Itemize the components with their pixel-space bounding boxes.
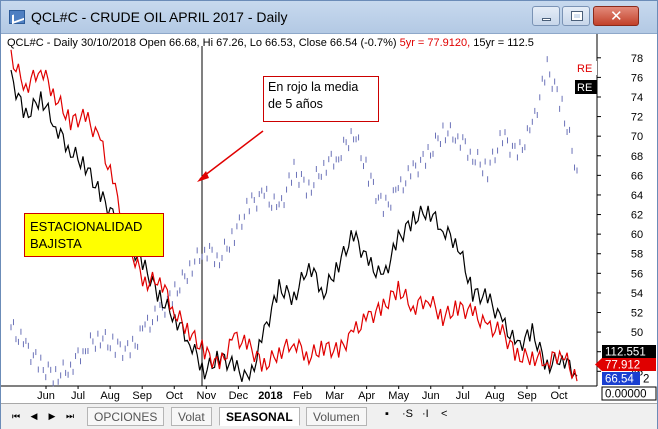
tab-small-square[interactable]: ▪ [385, 408, 389, 420]
quote-info-line: QCL#C - Daily 30/10/2018 Open 66.68, Hi … [7, 37, 534, 49]
x-tick-label: Sep [132, 390, 152, 402]
series-black-15yr [10, 69, 578, 382]
quote-info-5yr: 5yr = 77.9120, [399, 37, 471, 49]
tab-small-s[interactable]: ·S [402, 408, 413, 420]
tab-volat[interactable]: Volat [171, 407, 212, 426]
annotation-line-1: En rojo la media [268, 80, 359, 94]
tab-opciones[interactable]: OPCIONES [87, 407, 165, 426]
x-tick-label: Oct [166, 390, 183, 402]
close-button[interactable]: ✕ [593, 6, 639, 26]
tab-seasonal[interactable]: SEASONAL [219, 407, 300, 426]
first-tab-button[interactable]: ⏮ [11, 411, 21, 421]
x-tick-label: Jun [422, 390, 440, 402]
annotation-box: En rojo la media de 5 años [263, 76, 379, 122]
window-title: QCL#C - CRUDE OIL APRIL 2017 - Daily [31, 9, 288, 25]
x-tick-label: May [388, 390, 409, 402]
seasonality-line-2: BAJISTA [30, 236, 82, 251]
price-tag-zero-bg [601, 386, 657, 401]
y-tick-label: 64 [631, 190, 643, 202]
annotation-arrow-head [197, 171, 209, 182]
x-tick-label: 2018 [258, 390, 282, 402]
price-tag-red: 77.912 [605, 360, 640, 372]
x-tick-label: Aug [100, 390, 120, 402]
x-tick-label: Sep [517, 390, 537, 402]
y-tick-label: 50 [631, 327, 643, 339]
price-tag-black-bg [602, 345, 656, 358]
price-tag-blue-bg [602, 372, 640, 385]
maximize-icon [571, 11, 583, 21]
sheet-tab-bar: ⏮ ◀ ▶ ⏭ OPCIONES Volat SEASONAL Volumen … [1, 403, 657, 429]
minimize-icon [542, 18, 551, 21]
y-tick-label: 56 [631, 268, 643, 280]
price-tag-red-pointer [595, 358, 602, 371]
next-tab-button[interactable]: ▶ [48, 411, 56, 421]
price-tag-blue-suffix: 2 [643, 374, 649, 386]
legend-tag-red-bg [575, 61, 597, 75]
y-tick-label: 58 [631, 249, 643, 261]
legend-tag-black-bg [575, 80, 597, 94]
chart-app-icon [9, 10, 25, 24]
x-tick-label: Mar [325, 390, 344, 402]
seasonality-line-1: ESTACIONALIDAD [30, 219, 143, 234]
quote-info-text: QCL#C - Daily 30/10/2018 Open 66.68, Hi … [7, 37, 400, 49]
prev-tab-button[interactable]: ◀ [30, 411, 38, 421]
x-tick-label: Feb [293, 390, 312, 402]
tab-scroll-left[interactable]: < [441, 408, 448, 420]
y-tick-label: 54 [631, 288, 643, 300]
minimize-button[interactable] [532, 6, 560, 26]
y-tick-label: 60 [631, 229, 643, 241]
legend-tag-black: RE [577, 82, 592, 94]
price-tag-zero: 0.00000 [605, 389, 647, 401]
quote-info-15yr: 15yr = 112.5 [470, 37, 534, 49]
maximize-button[interactable] [562, 6, 590, 26]
x-tick-label: Aug [485, 390, 505, 402]
x-tick-label: Nov [197, 390, 217, 402]
x-tick-label: Jul [456, 390, 470, 402]
y-tick-label: 62 [631, 210, 643, 222]
y-tick-label: 70 [631, 131, 643, 143]
price-tag-black: 112.551 [605, 347, 646, 359]
close-icon: ✕ [610, 8, 623, 25]
y-tick-label: 66 [631, 170, 643, 182]
last-tab-button[interactable]: ⏭ [65, 411, 75, 421]
y-tick-label: 68 [631, 151, 643, 163]
series-red-5yr [10, 49, 578, 382]
x-tick-label: Apr [358, 390, 375, 402]
price-tag-red-bg [602, 358, 656, 371]
annotation-line-2: de 5 años [268, 97, 323, 111]
x-tick-label: Jun [37, 390, 55, 402]
seasonality-label: ESTACIONALIDAD BAJISTA [24, 213, 164, 257]
legend-tag-red: RE [577, 63, 592, 75]
price-chart[interactable]: 7876747270686664626058565452504846JunJul… [1, 34, 657, 403]
x-tick-label: Oct [550, 390, 567, 402]
annotation-arrow-line [199, 130, 264, 180]
title-bar[interactable]: QCL#C - CRUDE OIL APRIL 2017 - Daily ✕ [1, 1, 657, 34]
tab-small-i[interactable]: ·I [422, 408, 429, 420]
y-tick-label: 52 [631, 308, 643, 320]
y-tick-label: 74 [631, 92, 643, 104]
y-tick-label: 76 [631, 72, 643, 84]
tab-volumen[interactable]: Volumen [306, 407, 367, 426]
y-tick-label: 78 [631, 53, 643, 65]
x-tick-label: Jul [71, 390, 85, 402]
x-tick-label: Dec [229, 390, 249, 402]
price-tag-blue: 66.54 [605, 374, 634, 386]
y-tick-label: 72 [631, 112, 643, 124]
